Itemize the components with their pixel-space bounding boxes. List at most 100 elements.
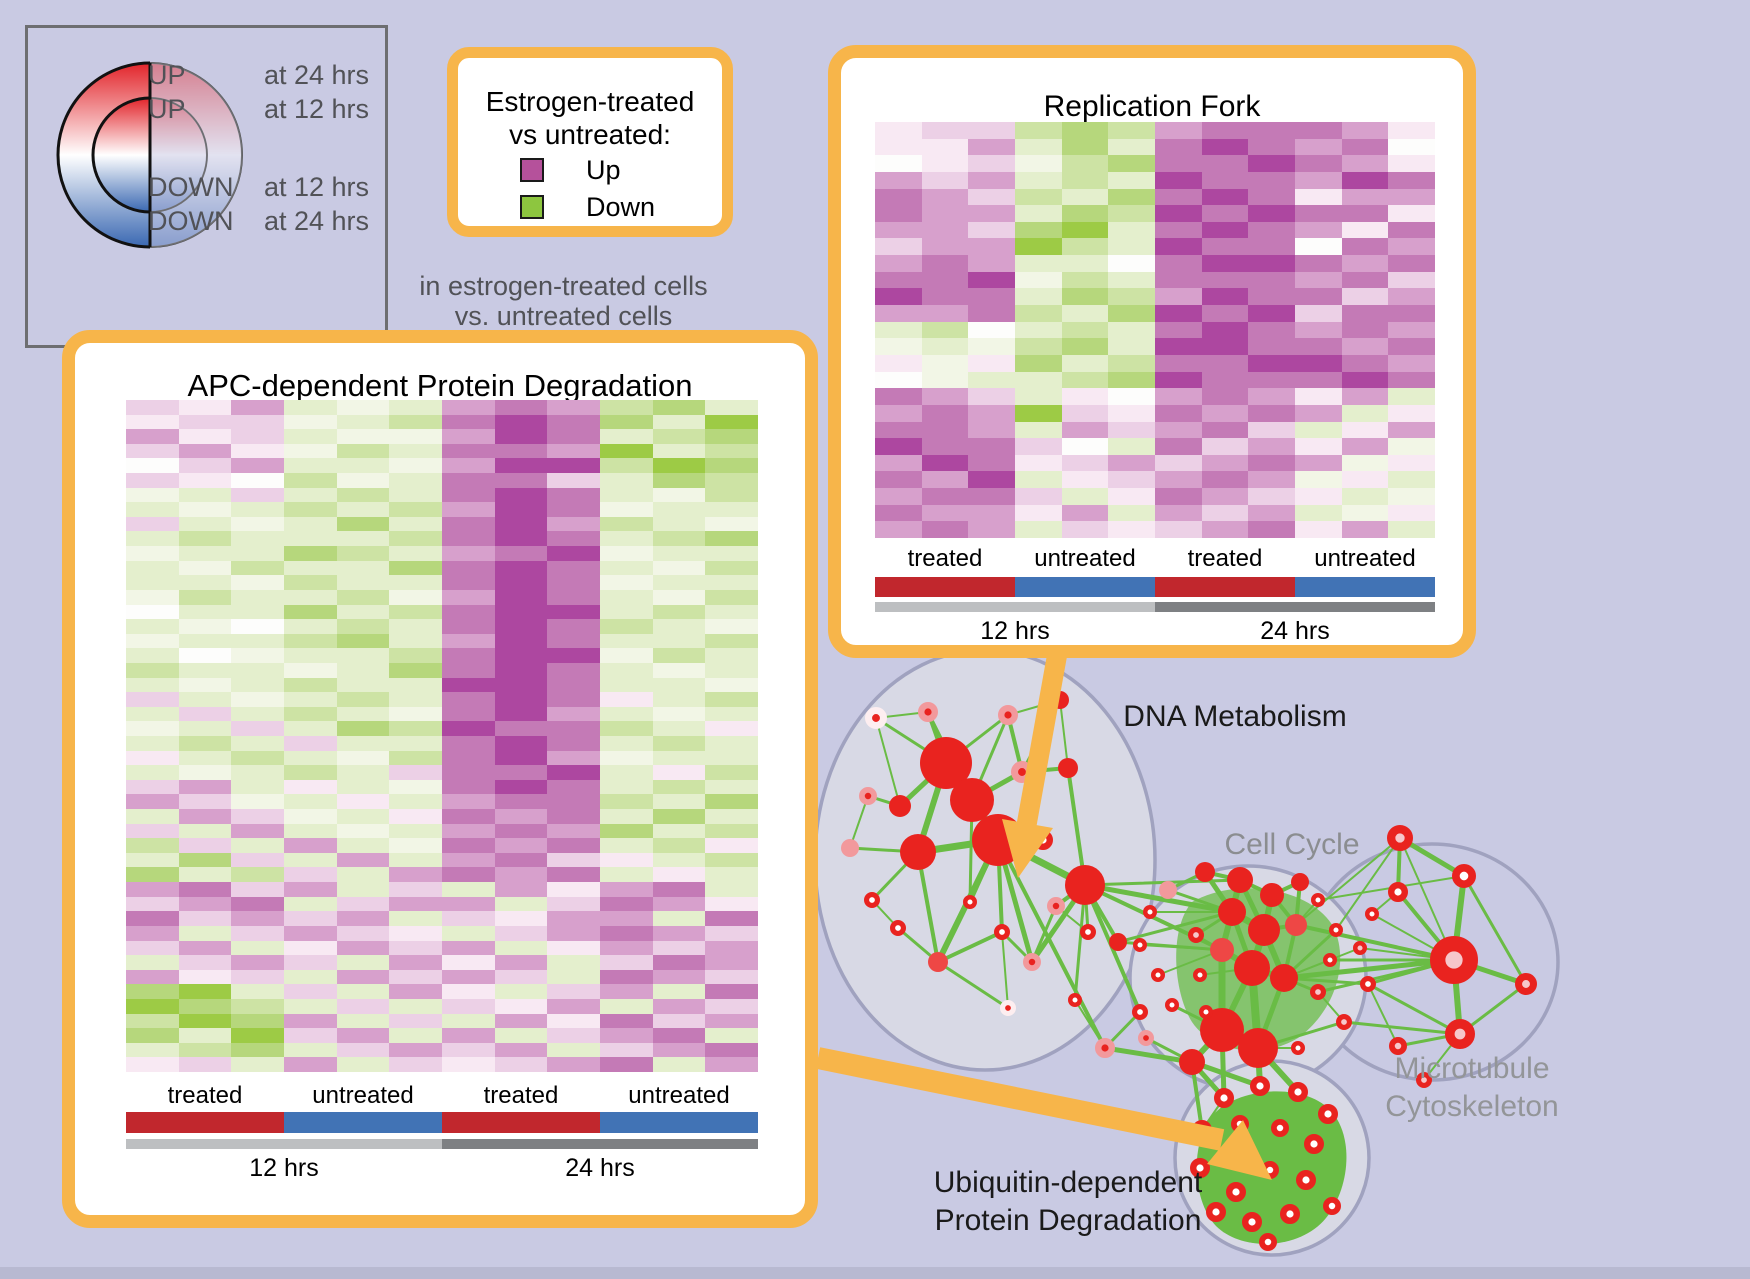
node (889, 919, 906, 936)
treatment-bar-segment (1155, 577, 1295, 597)
treatment-bar-segment (875, 577, 1015, 597)
node (1150, 967, 1165, 982)
node (1515, 973, 1538, 996)
bottom-edge-strip (0, 1267, 1750, 1279)
node (1225, 1181, 1246, 1202)
group-label: treated (907, 545, 983, 572)
arrow-replication-fork-to-dna-head (1002, 819, 1053, 878)
dir-down-12: DOWN (148, 172, 234, 202)
node (1195, 862, 1215, 882)
apc-time-labels: 12 hrs 24 hrs (126, 1154, 758, 1182)
treatment-bar-segment (284, 1112, 442, 1133)
dir-down-24: DOWN (148, 206, 234, 236)
up-label: Up (586, 155, 621, 185)
node (1138, 1030, 1155, 1047)
node (1445, 1018, 1476, 1049)
direction-legend-box: UP at 24 hrs UP at 12 hrs DOWN at 12 hrs… (25, 25, 708, 348)
rf-time-bar (875, 602, 1435, 612)
time-12-up: at 12 hrs (263, 94, 369, 124)
dir-up-24: UP (148, 60, 186, 90)
node (1200, 1008, 1244, 1052)
node (1132, 1003, 1149, 1020)
node (1310, 892, 1325, 907)
node (1352, 940, 1367, 955)
time-bar-segment (442, 1139, 758, 1149)
node (928, 952, 948, 972)
treatment-bar-segment (600, 1112, 758, 1133)
node (1188, 926, 1205, 943)
node (1210, 938, 1234, 962)
group-label: treated (483, 1082, 559, 1109)
group-label: untreated (312, 1082, 414, 1109)
node (1328, 922, 1343, 937)
node (1047, 897, 1066, 916)
node (1290, 1040, 1305, 1055)
node (1387, 882, 1408, 903)
down-label: Down (586, 192, 656, 222)
node (1260, 883, 1284, 907)
node (1303, 1133, 1324, 1154)
network-nodes (841, 691, 1538, 1252)
node (1387, 824, 1414, 851)
replication-fork-panel: Replication Fork treated untreated treated… (828, 45, 1476, 658)
node (859, 787, 878, 806)
group-label: treated (167, 1082, 243, 1109)
caption-line-1: in estrogen-treated cells (419, 271, 708, 301)
label2-ubiquitin-protein-degradation: Protein Degradation (935, 1204, 1202, 1237)
node (1270, 964, 1298, 992)
node (1142, 904, 1157, 919)
node (918, 702, 939, 723)
node (1080, 923, 1097, 940)
rf-treatment-bar (875, 577, 1435, 597)
arrow-replication-fork-to-dna-shaft (1016, 648, 1068, 830)
node (1213, 1087, 1234, 1108)
node (1364, 906, 1379, 921)
group-label: untreated (628, 1082, 730, 1109)
node (1241, 1211, 1262, 1232)
node (1238, 1028, 1278, 1068)
node (1227, 867, 1253, 893)
time-12-down: at 12 hrs (263, 172, 369, 202)
time-label: 24 hrs (565, 1154, 635, 1182)
node (863, 891, 880, 908)
node (1023, 953, 1042, 972)
node (1322, 952, 1337, 967)
node (1067, 992, 1082, 1007)
apc-heatmap (126, 400, 758, 1072)
node (1189, 1157, 1210, 1178)
node (993, 923, 1010, 940)
node (1109, 933, 1127, 951)
label-dna-metabolism: DNA Metabolism (1123, 700, 1346, 733)
node (1323, 1197, 1342, 1216)
apc-group-labels: treated untreated treated untreated (126, 1082, 758, 1109)
time-bar-segment (875, 602, 1155, 612)
replication-fork-heatmap (875, 122, 1435, 538)
caption-line-2: vs. untreated cells (454, 301, 673, 331)
time-24-up: at 24 hrs (263, 60, 369, 90)
rf-group-labels: treated untreated treated untreated (875, 545, 1435, 572)
time-label: 24 hrs (1260, 617, 1330, 645)
arrow-apc-to-ubiquitin-head (1207, 1120, 1272, 1180)
node (1451, 864, 1476, 889)
rf-time-labels: 12 hrs 24 hrs (875, 617, 1435, 645)
node (1065, 865, 1105, 905)
apc-title: APC-dependent Protein Degradation (187, 368, 693, 403)
node (1058, 758, 1078, 778)
node (865, 707, 888, 730)
treatment-bar-segment (1015, 577, 1155, 597)
node (1164, 997, 1179, 1012)
apc-time-bar (126, 1139, 758, 1149)
node (1198, 1004, 1213, 1019)
time-bar-segment (1155, 602, 1435, 612)
updown-title-line-1: Estrogen-treated (485, 86, 695, 117)
treatment-bar-segment (126, 1112, 284, 1133)
node (1336, 1013, 1353, 1030)
up-color-swatch (520, 158, 544, 182)
apc-panel: APC-dependent Protein Degradation treate… (62, 330, 818, 1228)
concentric-circles-graphic (56, 61, 243, 249)
arrow-apc-to-ubiquitin-shaft (815, 1047, 1225, 1151)
node (1205, 1201, 1226, 1222)
time-24-down: at 24 hrs (263, 206, 369, 236)
node (889, 795, 911, 817)
